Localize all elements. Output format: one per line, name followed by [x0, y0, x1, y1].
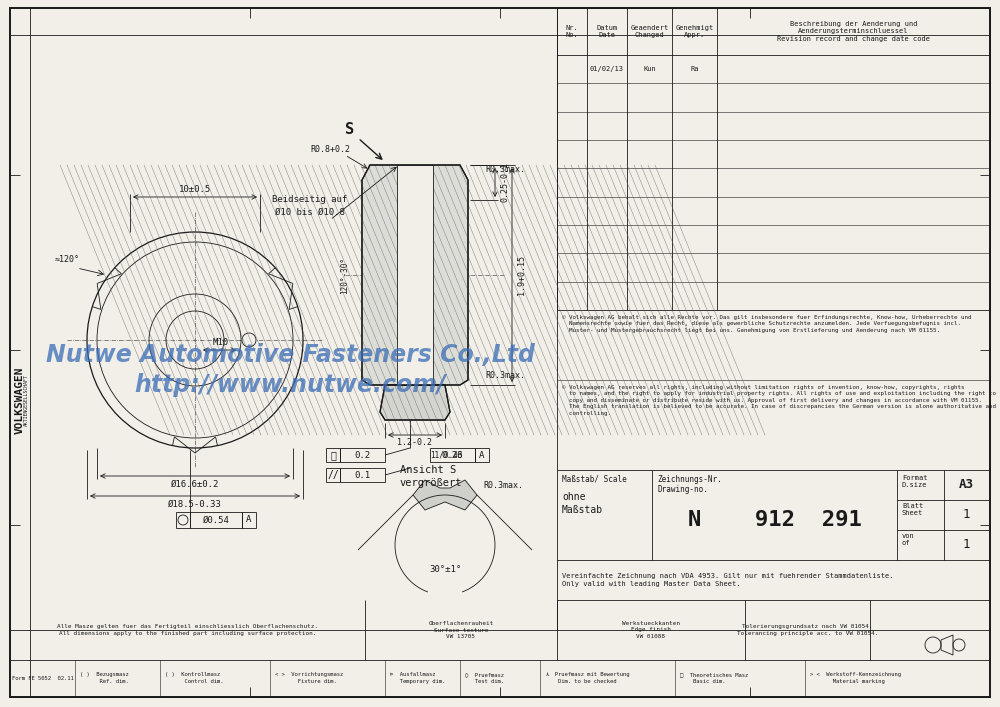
Bar [326, 448, 340, 462]
Text: Ra: Ra [690, 66, 699, 72]
Text: A: A [479, 450, 485, 460]
Text: N    912  291: N 912 291 [688, 510, 861, 530]
Text: R0.3max.: R0.3max. [485, 370, 525, 380]
Polygon shape [413, 480, 477, 510]
Text: ⌗: ⌗ [330, 450, 336, 460]
Text: ⊳  Ausfallmasz
   Temporary dim.: ⊳ Ausfallmasz Temporary dim. [390, 672, 445, 684]
Text: von
of: von of [902, 533, 915, 546]
Text: Datum
Date: Datum Date [596, 25, 618, 38]
Text: 0.26: 0.26 [441, 450, 463, 460]
Text: Tolerierungsgrundsatz nach VW 01054.
Tolerancing principle acc. to VW 01054.: Tolerierungsgrundsatz nach VW 01054. Tol… [737, 624, 878, 636]
Text: A: A [246, 336, 252, 344]
Bar [475, 448, 489, 462]
Text: Ø0.54: Ø0.54 [203, 515, 229, 525]
Bar [340, 448, 385, 462]
Text: S: S [345, 122, 355, 137]
Text: Genehmigt
Appr.: Genehmigt Appr. [675, 25, 714, 38]
Text: 1.9+0.15: 1.9+0.15 [517, 255, 526, 295]
Text: Blatt
Sheet: Blatt Sheet [902, 503, 923, 516]
Text: ○  Pruefmasz
   Test dim.: ○ Pruefmasz Test dim. [465, 672, 504, 684]
Text: Beidseitig auf
Ø10 bis Ø10.8: Beidseitig auf Ø10 bis Ø10.8 [272, 195, 348, 216]
Text: Nutwe Automotive Fasteners Co.,Ltd: Nutwe Automotive Fasteners Co.,Ltd [46, 343, 534, 367]
Text: Kun: Kun [643, 66, 656, 72]
Text: 10±0.5: 10±0.5 [179, 185, 211, 194]
Text: A: A [246, 515, 252, 525]
Text: R0.3max.: R0.3max. [483, 481, 523, 489]
Text: ≈120°: ≈120° [54, 255, 80, 264]
Bar [340, 468, 385, 482]
Text: Oberflachenrauheit
Surface texture
VW 13705: Oberflachenrauheit Surface texture VW 13… [428, 621, 494, 639]
Polygon shape [380, 385, 450, 420]
Text: © Volkswagen AG reserves all rights, including without limitation rights of inve: © Volkswagen AG reserves all rights, inc… [562, 385, 996, 416]
Text: Ansicht S
vergrößert: Ansicht S vergrößert [400, 465, 462, 489]
Text: Alle Masze gelten fuer das Fertigteil einschliesslich Oberflachenschutz.
All dim: Alle Masze gelten fuer das Fertigteil ei… [57, 624, 318, 636]
Text: > <  Werkstoff-Kennzeichnung
       Material marking: > < Werkstoff-Kennzeichnung Material mar… [810, 672, 901, 684]
Text: ( )  Bezugsmasz
      Ref. dim.: ( ) Bezugsmasz Ref. dim. [80, 672, 129, 684]
Bar [430, 448, 475, 462]
Bar [176, 512, 190, 528]
Text: Nr.
No.: Nr. No. [566, 25, 578, 38]
Text: 1: 1 [963, 539, 970, 551]
Text: Vereinfachte Zeichnung nach VDA 4953. Gilt nur mit fuehrender Stammdatenliste.
O: Vereinfachte Zeichnung nach VDA 4953. Gi… [562, 573, 894, 587]
Text: Zeichnungs-Nr.
Drawing-no.: Zeichnungs-Nr. Drawing-no. [657, 475, 722, 494]
Text: 1.2-0.2: 1.2-0.2 [398, 438, 432, 447]
Text: M10: M10 [213, 338, 229, 347]
Text: AKTIENGESELLSCHAFT: AKTIENGESELLSCHAFT [24, 374, 28, 426]
Text: Form FE 5052  02.11: Form FE 5052 02.11 [12, 675, 74, 681]
Text: R0.3max.: R0.3max. [485, 165, 525, 175]
Text: VOLKSWAGEN: VOLKSWAGEN [15, 366, 25, 434]
Text: 01/02/13: 01/02/13 [590, 66, 624, 72]
Text: 30°±1°: 30°±1° [429, 565, 461, 574]
Text: © Volkswagen AG behalt sich alle Rechte vor. Das gilt insbesondere fuer Erfindun: © Volkswagen AG behalt sich alle Rechte … [562, 315, 972, 333]
Text: 0.1: 0.1 [354, 470, 370, 479]
Polygon shape [362, 165, 468, 385]
Text: Ø18.5-0.33: Ø18.5-0.33 [168, 500, 222, 509]
Text: 120°-30°: 120°-30° [340, 257, 350, 293]
Text: ohne
Maßstab: ohne Maßstab [562, 492, 603, 515]
Text: Beschreibung der Aenderung und
Aenderungsterminschluessel
Revision record and ch: Beschreibung der Aenderung und Aenderung… [777, 21, 930, 42]
Bar [190, 512, 242, 528]
Text: 11/0.43: 11/0.43 [430, 450, 462, 460]
Text: ( )  Kontrollmasz
      Control dim.: ( ) Kontrollmasz Control dim. [165, 672, 224, 684]
Text: ⋏  Pruefmasz mit Bewertung
    Dim. to be checked: ⋏ Pruefmasz mit Bewertung Dim. to be che… [545, 672, 630, 684]
Circle shape [242, 333, 256, 347]
Text: 0.25-0.1: 0.25-0.1 [500, 162, 509, 202]
Bar [557, 8, 990, 310]
Text: R0.8+0.2: R0.8+0.2 [310, 146, 350, 155]
Bar [242, 512, 256, 528]
Text: Ø16.6±0.2: Ø16.6±0.2 [171, 480, 219, 489]
Text: //: // [327, 470, 339, 480]
Text: http://www.nutwe.com/: http://www.nutwe.com/ [134, 373, 446, 397]
Polygon shape [397, 165, 433, 385]
Bar [326, 468, 340, 482]
Text: A3: A3 [959, 479, 974, 491]
Text: Werkstueckkanten
Edge finish
VW 01088: Werkstueckkanten Edge finish VW 01088 [622, 621, 680, 639]
Text: 1: 1 [963, 508, 970, 522]
Text: □  Theoretisches Masz
    Basic dim.: □ Theoretisches Masz Basic dim. [680, 672, 748, 684]
Text: < >  Vorrichtungsmasz
       Fixture dim.: < > Vorrichtungsmasz Fixture dim. [275, 672, 343, 684]
Text: Maßstab/ Scale: Maßstab/ Scale [562, 475, 627, 484]
Text: Format
D.size: Format D.size [902, 475, 928, 488]
Text: Geaendert
Changed: Geaendert Changed [630, 25, 669, 38]
Text: 0.2: 0.2 [354, 450, 370, 460]
